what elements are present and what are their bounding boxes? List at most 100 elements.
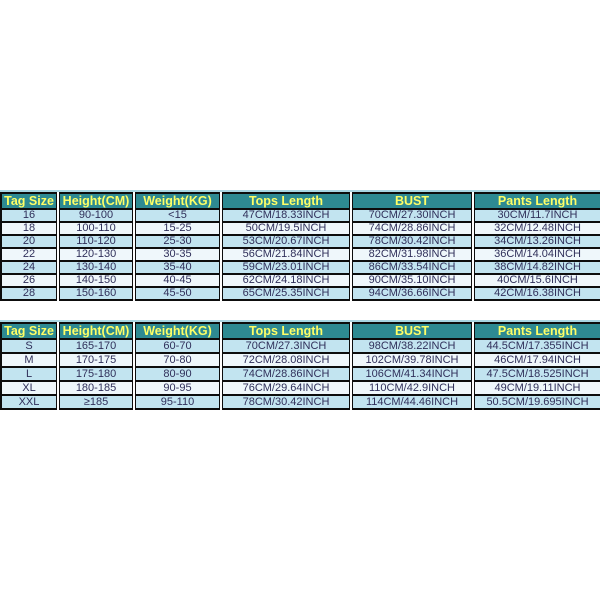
size-cell: 38CM/14.82INCH xyxy=(471,260,600,275)
adult-size-table-wrap: Tag Size Height(CM) Weight(KG) Tops Length B… xyxy=(0,320,600,410)
size-cell: 102CM/39.78INCH xyxy=(349,352,473,368)
size-cell: 26 xyxy=(0,273,58,288)
size-cell: 46CM/17.94INCH xyxy=(471,352,600,368)
size-cell: 53CM/20.67INCH xyxy=(219,234,351,249)
size-cell: 80-90 xyxy=(132,366,221,382)
column-header-bust: BUST xyxy=(349,322,473,340)
column-header-weight-kg: Weight(KG) xyxy=(132,192,221,210)
size-row-s: S 165-170 60-70 70CM/27.3INCH 98CM/38.22INCH… xyxy=(0,338,600,354)
header-row: Tag Size Height(CM) Weight(KG) Tops Length B… xyxy=(0,192,600,210)
size-cell: 40CM/15.6INCH xyxy=(471,273,600,288)
size-cell: 45-50 xyxy=(132,286,221,301)
adult-size-table: Tag Size Height(CM) Weight(KG) Tops Length B… xyxy=(0,322,600,410)
size-cell: 114CM/44.46INCH xyxy=(349,394,473,410)
size-cell: 70CM/27.30INCH xyxy=(349,208,473,223)
size-cell: 95-110 xyxy=(132,394,221,410)
size-cell: 60-70 xyxy=(132,338,221,354)
size-cell: 165-170 xyxy=(56,338,134,354)
size-row-18: 18 100-110 15-25 50CM/19.5INCH 74CM/28.86INC… xyxy=(0,221,600,236)
size-row-24: 24 130-140 35-40 59CM/23.01INCH 86CM/33.54IN… xyxy=(0,260,600,275)
size-cell: 90-95 xyxy=(132,380,221,396)
size-cell: 28 xyxy=(0,286,58,301)
size-row-28: 28 150-160 45-50 65CM/25.35INCH 94CM/36.66IN… xyxy=(0,286,600,301)
size-row-16: 16 90-100 <15 47CM/18.33INCH 70CM/27.30INCH 3… xyxy=(0,208,600,223)
column-header-pants-length: Pants Length xyxy=(471,192,600,210)
size-cell: 100-110 xyxy=(56,221,134,236)
column-header-height-cm: Height(CM) xyxy=(56,322,134,340)
size-cell: 47CM/18.33INCH xyxy=(219,208,351,223)
size-cell: 50CM/19.5INCH xyxy=(219,221,351,236)
size-cell: 35-40 xyxy=(132,260,221,275)
size-cell: 59CM/23.01INCH xyxy=(219,260,351,275)
header-row: Tag Size Height(CM) Weight(KG) Tops Length B… xyxy=(0,322,600,340)
size-cell: XL xyxy=(0,380,58,396)
size-cell: 70CM/27.3INCH xyxy=(219,338,351,354)
column-header-tops-length: Tops Length xyxy=(219,192,351,210)
size-cell: 86CM/33.54INCH xyxy=(349,260,473,275)
kids-size-table: Tag Size Height(CM) Weight(KG) Tops Length B… xyxy=(0,192,600,301)
size-row-xl: XL 180-185 90-95 76CM/29.64INCH 110CM/42.9IN… xyxy=(0,380,600,396)
size-cell: 42CM/16.38INCH xyxy=(471,286,600,301)
size-cell: 180-185 xyxy=(56,380,134,396)
size-cell: 110-120 xyxy=(56,234,134,249)
size-cell: 120-130 xyxy=(56,247,134,262)
size-cell: 110CM/42.9INCH xyxy=(349,380,473,396)
size-cell: 15-25 xyxy=(132,221,221,236)
column-header-tag-size: Tag Size xyxy=(0,322,58,340)
size-cell: 20 xyxy=(0,234,58,249)
size-cell: 170-175 xyxy=(56,352,134,368)
size-cell: 65CM/25.35INCH xyxy=(219,286,351,301)
column-header-height-cm: Height(CM) xyxy=(56,192,134,210)
size-row-m: M 170-175 70-80 72CM/28.08INCH 102CM/39.78IN… xyxy=(0,352,600,368)
size-cell: 25-30 xyxy=(132,234,221,249)
size-cell: 90CM/35.10INCH xyxy=(349,273,473,288)
size-cell: 106CM/41.34INCH xyxy=(349,366,473,382)
kids-size-table-wrap: Tag Size Height(CM) Weight(KG) Tops Length B… xyxy=(0,190,600,301)
size-cell: 47.5CM/18.525INCH xyxy=(471,366,600,382)
size-cell: M xyxy=(0,352,58,368)
size-cell: 49CM/19.11INCH xyxy=(471,380,600,396)
size-cell: 175-180 xyxy=(56,366,134,382)
size-cell: 94CM/36.66INCH xyxy=(349,286,473,301)
size-cell: S xyxy=(0,338,58,354)
size-cell: 76CM/29.64INCH xyxy=(219,380,351,396)
size-row-26: 26 140-150 40-45 62CM/24.18INCH 90CM/35.10IN… xyxy=(0,273,600,288)
size-cell: 98CM/38.22INCH xyxy=(349,338,473,354)
size-cell: 74CM/28.86INCH xyxy=(349,221,473,236)
size-cell: 40-45 xyxy=(132,273,221,288)
size-cell: ≥185 xyxy=(56,394,134,410)
size-cell: 78CM/30.42INCH xyxy=(349,234,473,249)
size-cell: XXL xyxy=(0,394,58,410)
size-cell: 30CM/11.7INCH xyxy=(471,208,600,223)
size-row-l: L 175-180 80-90 74CM/28.86INCH 106CM/41.34IN… xyxy=(0,366,600,382)
size-cell: 30-35 xyxy=(132,247,221,262)
size-cell: 32CM/12.48INCH xyxy=(471,221,600,236)
size-row-xxl: XXL ≥185 95-110 78CM/30.42INCH 114CM/44.46IN… xyxy=(0,394,600,410)
column-header-bust: BUST xyxy=(349,192,473,210)
size-cell: 18 xyxy=(0,221,58,236)
column-header-tag-size: Tag Size xyxy=(0,192,58,210)
size-cell: 56CM/21.84INCH xyxy=(219,247,351,262)
size-cell: 150-160 xyxy=(56,286,134,301)
size-cell: 36CM/14.04INCH xyxy=(471,247,600,262)
size-cell: 24 xyxy=(0,260,58,275)
size-cell: 78CM/30.42INCH xyxy=(219,394,351,410)
size-cell: 130-140 xyxy=(56,260,134,275)
column-header-weight-kg: Weight(KG) xyxy=(132,322,221,340)
size-cell: 70-80 xyxy=(132,352,221,368)
size-cell: 16 xyxy=(0,208,58,223)
size-cell: <15 xyxy=(132,208,221,223)
size-row-22: 22 120-130 30-35 56CM/21.84INCH 82CM/31.98IN… xyxy=(0,247,600,262)
size-cell: 82CM/31.98INCH xyxy=(349,247,473,262)
size-cell: 72CM/28.08INCH xyxy=(219,352,351,368)
size-cell: 44.5CM/17.355INCH xyxy=(471,338,600,354)
size-cell: 140-150 xyxy=(56,273,134,288)
size-cell: 62CM/24.18INCH xyxy=(219,273,351,288)
size-cell: 90-100 xyxy=(56,208,134,223)
column-header-pants-length: Pants Length xyxy=(471,322,600,340)
size-row-20: 20 110-120 25-30 53CM/20.67INCH 78CM/30.42IN… xyxy=(0,234,600,249)
size-cell: 34CM/13.26INCH xyxy=(471,234,600,249)
size-cell: 50.5CM/19.695INCH xyxy=(471,394,600,410)
column-header-tops-length: Tops Length xyxy=(219,322,351,340)
